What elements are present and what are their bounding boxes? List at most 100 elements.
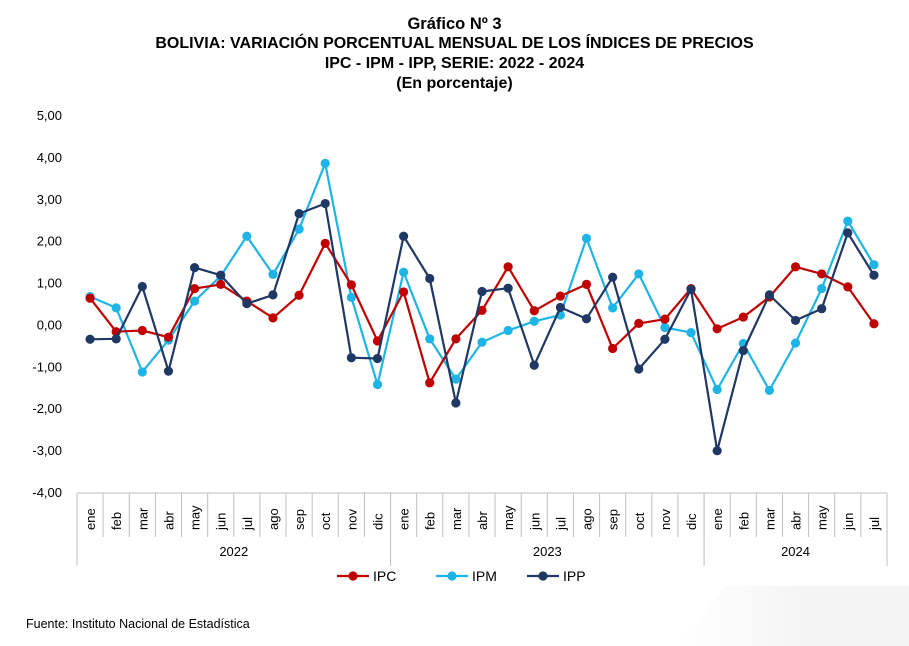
x-tick-label: jun <box>841 513 856 531</box>
x-tick-label: may <box>501 505 516 530</box>
data-point-ipm <box>399 267 409 277</box>
chart-figure-number: Gráfico Nº 3 <box>407 15 502 33</box>
data-point-ipm <box>712 384 722 395</box>
data-point-ipm <box>660 322 670 333</box>
data-point-ipc <box>425 378 435 388</box>
data-point-ipc <box>738 312 748 322</box>
x-tick-label: ene <box>397 508 412 530</box>
data-point-ipp <box>242 299 252 309</box>
data-point-ipm <box>477 337 487 347</box>
data-point-ipc <box>817 269 827 279</box>
data-point-ipp <box>686 284 696 295</box>
x-tick-label: mar <box>449 507 464 530</box>
x-tick-label: ago <box>580 508 595 530</box>
legend-marker <box>447 571 457 581</box>
data-point-ipp <box>529 360 539 370</box>
year-group-label: 2023 <box>533 544 562 559</box>
data-point-ipc <box>268 313 278 323</box>
x-tick-label: dic <box>684 513 699 530</box>
data-point-ipc <box>477 305 487 315</box>
x-tick-label: feb <box>109 512 124 530</box>
data-point-ipp <box>790 315 801 326</box>
data-point-ipc <box>137 325 147 336</box>
series-ipp <box>85 198 879 456</box>
legend-marker <box>538 571 548 581</box>
x-tick-label: ene <box>83 508 98 530</box>
data-point-ipc <box>869 319 879 329</box>
data-point-ipm <box>634 269 644 279</box>
data-point-ipm <box>425 334 435 344</box>
data-point-ipp <box>163 366 174 376</box>
x-tick-label: mar <box>762 507 777 530</box>
x-tick-label: nov <box>658 509 673 530</box>
data-point-ipc <box>843 282 853 292</box>
data-point-ipm <box>346 292 356 302</box>
data-point-ipm <box>503 325 513 336</box>
data-point-ipp <box>320 198 330 209</box>
y-tick-label: 2,00 <box>37 234 62 249</box>
data-point-ipc <box>555 291 565 301</box>
data-point-ipp <box>189 263 200 273</box>
y-tick-label: 3,00 <box>37 192 62 207</box>
data-point-ipp <box>137 281 147 292</box>
x-tick-label: abr <box>475 511 490 530</box>
data-point-ipp <box>581 314 592 324</box>
data-point-ipp <box>634 364 644 374</box>
data-point-ipp <box>608 272 618 282</box>
data-point-ipm <box>268 269 278 279</box>
x-tick-label: jul <box>553 517 568 531</box>
y-tick-label: 5,00 <box>37 108 62 123</box>
data-point-ipm <box>764 385 775 395</box>
y-tick-label: -1,00 <box>32 359 62 374</box>
data-point-ipc <box>163 332 174 342</box>
data-point-ipp <box>425 273 435 284</box>
data-point-ipp <box>346 353 356 363</box>
x-tick-label: feb <box>423 512 438 530</box>
data-point-ipp <box>216 270 226 280</box>
chart-subtitle: IPC - IPM - IPP, SERIE: 2022 - 2024 <box>324 55 585 72</box>
data-point-ipp <box>764 290 775 300</box>
data-point-ipm <box>790 338 801 348</box>
data-point-ipm <box>451 374 461 384</box>
x-tick-label: ago <box>266 508 281 530</box>
x-tick-label: may <box>815 505 830 530</box>
legend-marker <box>348 571 358 581</box>
data-point-ipm <box>111 303 121 313</box>
series-ipc <box>85 238 879 388</box>
series-line-ipm <box>89 162 875 392</box>
data-point-ipc <box>608 343 618 354</box>
data-point-ipp <box>85 334 95 344</box>
data-point-ipp <box>268 290 278 300</box>
data-point-ipp <box>712 446 722 456</box>
x-tick-label: sep <box>606 509 621 530</box>
data-point-ipm <box>372 379 383 390</box>
x-tick-label: feb <box>736 512 751 530</box>
y-tick-label: 1,00 <box>37 276 62 291</box>
legend-label: IPM <box>472 568 497 584</box>
data-point-ipp <box>738 345 748 356</box>
y-tick-label: 0,00 <box>37 317 62 332</box>
data-point-ipm <box>242 231 252 241</box>
year-group-label: 2024 <box>781 544 810 559</box>
data-point-ipp <box>477 286 487 297</box>
x-tick-label: may <box>188 505 203 530</box>
data-point-ipc <box>216 279 226 289</box>
data-point-ipp <box>451 398 461 408</box>
x-tick-label: sep <box>292 509 307 530</box>
data-point-ipm <box>608 303 618 313</box>
data-point-ipp <box>372 353 383 364</box>
data-point-ipm <box>137 367 147 377</box>
data-point-ipc <box>399 287 409 297</box>
data-point-ipm <box>320 158 330 168</box>
data-point-ipc <box>529 306 539 316</box>
x-tick-label: jun <box>527 513 542 531</box>
legend-label: IPC <box>373 568 396 584</box>
data-point-ipp <box>843 228 853 238</box>
data-point-ipm <box>294 224 304 234</box>
data-point-ipp <box>817 304 827 314</box>
data-point-ipc <box>790 262 801 272</box>
data-point-ipc <box>189 283 200 294</box>
x-tick-label: oct <box>318 512 333 530</box>
data-point-ipc <box>85 293 95 303</box>
data-point-ipc <box>712 324 722 334</box>
